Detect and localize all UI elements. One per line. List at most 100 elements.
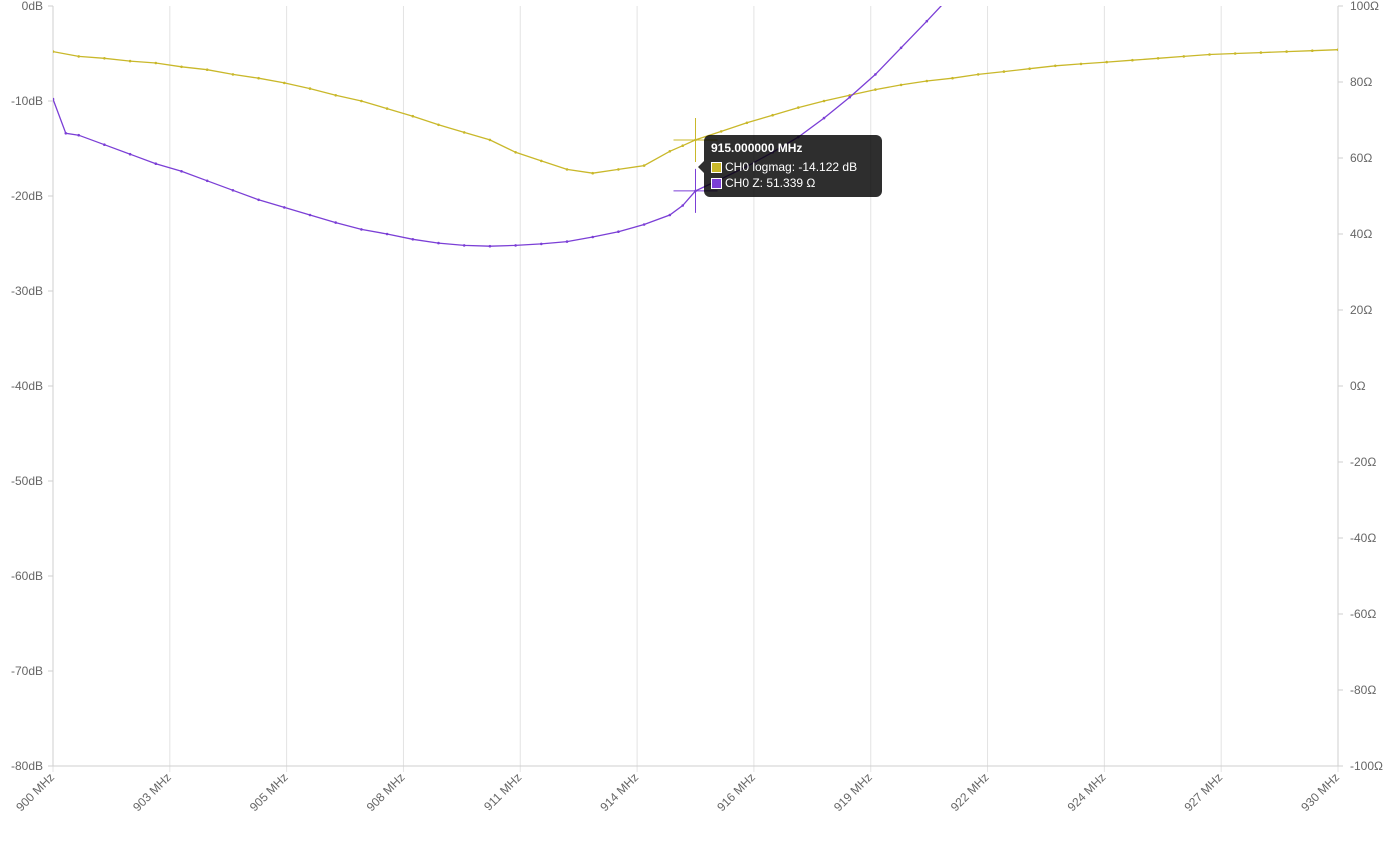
x-tick-label: 922 MHz	[948, 770, 992, 814]
x-tick-label: 927 MHz	[1181, 770, 1225, 814]
data-point	[565, 240, 569, 243]
data-point	[540, 242, 543, 246]
data-point	[540, 159, 543, 163]
data-point	[668, 150, 672, 153]
y-right-tick-label: 40Ω	[1350, 227, 1372, 241]
y-axis-left-labels: 0dB -10dB -20dB -30dB -40dB -50dB -60dB -70dB -8…	[11, 0, 43, 773]
y-left-tick-label: -20dB	[11, 189, 43, 203]
data-point	[385, 107, 389, 110]
data-point	[77, 133, 80, 137]
data-point	[308, 87, 312, 90]
data-point	[1259, 51, 1263, 54]
data-point	[642, 223, 646, 226]
data-point	[360, 99, 363, 103]
tooltip-row-impedance: CH0 Z: 51.339 Ω	[711, 175, 875, 191]
y-left-tick-label: -10dB	[11, 94, 43, 108]
y-right-tick-label: -100Ω	[1350, 759, 1383, 773]
y-left-tick-label: 0dB	[22, 0, 43, 13]
data-point	[848, 95, 851, 99]
x-tick-label: 919 MHz	[831, 770, 875, 814]
series-line	[53, 6, 942, 247]
data-point	[1182, 55, 1186, 58]
data-point	[53, 97, 55, 101]
data-point	[1105, 60, 1108, 64]
data-point	[180, 170, 183, 173]
y-left-tick-label: -30dB	[11, 284, 43, 298]
data-point	[1028, 67, 1031, 70]
series-impedance	[53, 6, 942, 248]
x-axis-labels: 900 MHz 903 MHz 905 MHz 908 MHz 911 MHz 914 M…	[13, 770, 1342, 814]
y-left-tick-label: -50dB	[11, 474, 43, 488]
data-point	[1156, 57, 1160, 60]
data-point	[1002, 70, 1006, 73]
hover-tooltip: 915.000000 MHz CH0 logmag: -14.122 dB CH…	[698, 135, 882, 197]
data-point	[103, 143, 106, 146]
data-point	[180, 65, 183, 69]
y-right-tick-label: 0Ω	[1350, 379, 1366, 393]
data-point	[1131, 58, 1134, 62]
impedance-swatch	[711, 177, 722, 189]
data-point	[257, 198, 260, 202]
data-point	[128, 59, 132, 63]
data-point	[77, 55, 80, 58]
data-point	[1336, 48, 1338, 51]
data-point	[899, 46, 903, 50]
data-point	[591, 235, 594, 239]
data-point	[411, 114, 415, 118]
x-tick-label: 914 MHz	[597, 770, 641, 814]
data-point	[334, 221, 338, 224]
axes	[48, 5, 1343, 767]
data-point	[205, 68, 209, 71]
data-point	[771, 113, 774, 117]
y-right-tick-label: -60Ω	[1350, 607, 1376, 621]
data-point	[1079, 62, 1083, 66]
data-point	[1311, 49, 1314, 52]
data-point	[514, 151, 517, 154]
y-right-tick-label: 80Ω	[1350, 75, 1372, 89]
x-tick-label: 903 MHz	[130, 770, 174, 814]
y-right-tick-label: -40Ω	[1350, 531, 1376, 545]
data-point	[334, 94, 338, 97]
data-point	[231, 189, 235, 192]
data-point	[257, 76, 260, 80]
data-point	[462, 131, 466, 134]
data-point	[283, 81, 286, 85]
x-tick-label: 916 MHz	[714, 770, 758, 814]
data-point	[617, 168, 620, 171]
data-point	[925, 79, 929, 83]
data-point	[488, 244, 492, 248]
tooltip-title: 915.000000 MHz	[711, 141, 803, 155]
data-point	[642, 164, 646, 167]
data-point	[283, 206, 286, 209]
data-point	[231, 73, 235, 76]
data-point	[681, 144, 684, 147]
data-point	[874, 73, 877, 76]
series-layer	[53, 6, 1338, 248]
x-tick-label: 908 MHz	[364, 770, 408, 814]
data-point	[565, 168, 569, 171]
data-point	[668, 213, 672, 217]
y-axis-right-labels: 100Ω 80Ω 60Ω 40Ω 20Ω 0Ω -20Ω -40Ω -60Ω -80Ω -100Ω	[1350, 0, 1383, 773]
data-point	[976, 73, 980, 76]
data-point	[899, 83, 903, 87]
y-right-tick-label: 100Ω	[1350, 0, 1379, 13]
x-tick-label: 924 MHz	[1065, 770, 1109, 814]
data-point	[874, 88, 877, 91]
y-right-tick-label: 60Ω	[1350, 151, 1372, 165]
data-point	[1285, 50, 1288, 53]
data-point	[411, 238, 415, 241]
y-right-tick-label: -80Ω	[1350, 683, 1376, 697]
data-point	[154, 61, 158, 65]
data-point	[462, 244, 466, 247]
x-tick-label: 911 MHz	[481, 770, 524, 813]
logmag-swatch	[711, 161, 722, 173]
data-point	[128, 152, 132, 156]
series-line	[53, 49, 1338, 174]
y-right-tick-label: 20Ω	[1350, 303, 1372, 317]
data-point	[488, 138, 492, 142]
data-point	[617, 230, 620, 233]
data-point	[437, 123, 440, 127]
data-point	[53, 50, 55, 53]
x-tick-label: 900 MHz	[13, 770, 57, 814]
